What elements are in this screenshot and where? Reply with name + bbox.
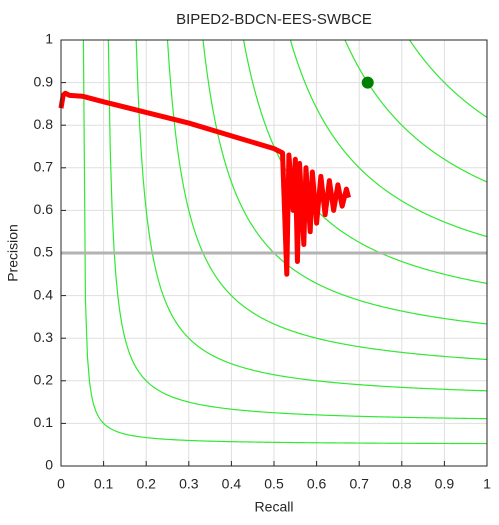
x-tick-label: 0.3: [179, 476, 199, 492]
x-tick-label: 0: [57, 476, 65, 492]
x-tick-label: 0.9: [435, 476, 455, 492]
x-tick-label: 0.4: [222, 476, 242, 492]
y-tick-label: 0: [45, 457, 53, 473]
iso-f-curve: [344, 39, 488, 183]
iso-f-curve: [202, 39, 488, 325]
x-tick-label: 0.6: [307, 476, 327, 492]
iso-f-curve: [135, 39, 488, 392]
y-tick-label: 0.8: [34, 116, 54, 132]
y-tick-label: 0.3: [34, 329, 54, 345]
iso-f-curve: [289, 39, 488, 238]
chart-title: BIPED2-BDCN-EES-SWBCE: [176, 11, 372, 28]
iso-f-curve: [107, 39, 488, 420]
iso-f-curve: [82, 39, 488, 445]
best-point: [361, 76, 374, 89]
y-tick-label: 0.4: [34, 286, 54, 302]
y-axis-label: Precision: [5, 224, 21, 282]
y-tick-label: 0.5: [34, 244, 54, 260]
iso-f-curve: [166, 39, 488, 361]
x-tick-label: 0.8: [392, 476, 412, 492]
y-tick-label: 0.9: [34, 73, 54, 89]
y-tick-label: 0.6: [34, 201, 54, 217]
iso-f-curve: [242, 39, 488, 285]
plot-frame: [60, 39, 488, 467]
x-tick-label: 0.5: [264, 476, 284, 492]
iso-f-curve: [409, 39, 488, 118]
x-tick-label: 0.7: [349, 476, 369, 492]
y-tick-label: 0.7: [34, 159, 54, 175]
x-axis-label: Recall: [255, 499, 294, 515]
y-tick-label: 0.1: [34, 414, 54, 430]
x-tick-label: 0.2: [136, 476, 156, 492]
x-tick-label: 1: [483, 476, 491, 492]
pr-curve: [58, 90, 351, 277]
y-tick-label: 0.2: [34, 372, 54, 388]
x-tick-label: 0.1: [94, 476, 114, 492]
y-tick-label: 1: [45, 31, 53, 47]
